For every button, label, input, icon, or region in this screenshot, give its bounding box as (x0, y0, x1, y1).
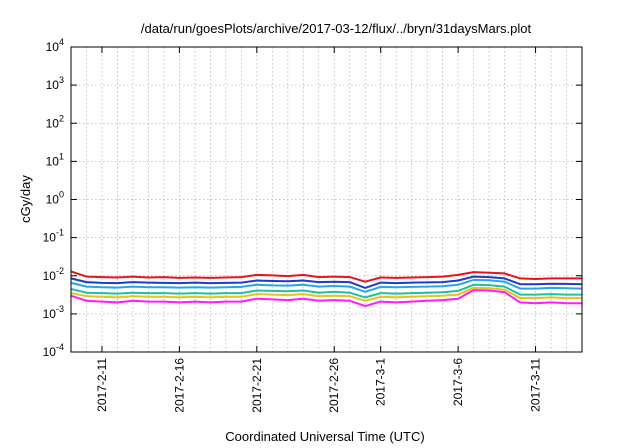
chart-title: /data/run/goesPlots/archive/2017-03-12/f… (141, 21, 532, 36)
x-tick-label: 2017-2-21 (250, 358, 264, 413)
x-tick-label: 2017-3-1 (374, 358, 388, 406)
series-line-4 (70, 283, 582, 299)
x-tick-label: 2017-3-6 (451, 358, 465, 406)
y-tick-label: 10-3 (43, 304, 64, 321)
x-tick-label: 2017-3-11 (529, 358, 543, 412)
grid (71, 47, 582, 352)
y-tick-label: 10-1 (43, 228, 64, 245)
y-tick-label: 104 (46, 37, 64, 54)
x-axis: 2017-2-11 2017-2-16 2017-2-21 2017-2-26 2017… (95, 47, 543, 413)
series-lines (70, 270, 583, 308)
y-tick-label: 100 (46, 190, 64, 207)
series-line-5 (70, 286, 582, 302)
y-tick-label: 103 (46, 75, 64, 92)
y-tick-label: 10-4 (43, 342, 64, 359)
x-tick-label: 2017-2-26 (327, 358, 341, 413)
x-tick-label: 2017-2-16 (172, 358, 186, 413)
y-tick-label: 10-2 (43, 266, 64, 283)
x-tick-label: 2017-2-11 (95, 358, 109, 412)
y-tick-label: 101 (46, 151, 64, 168)
series-line-3 (70, 278, 583, 293)
series-line-6 (70, 289, 582, 308)
x-axis-label: Coordinated Universal Time (UTC) (225, 429, 424, 444)
series-line-2 (70, 275, 583, 289)
series-line-1 (70, 270, 582, 283)
y-axis-label: cGy/day (18, 175, 33, 223)
y-tick-label: 102 (46, 113, 64, 130)
